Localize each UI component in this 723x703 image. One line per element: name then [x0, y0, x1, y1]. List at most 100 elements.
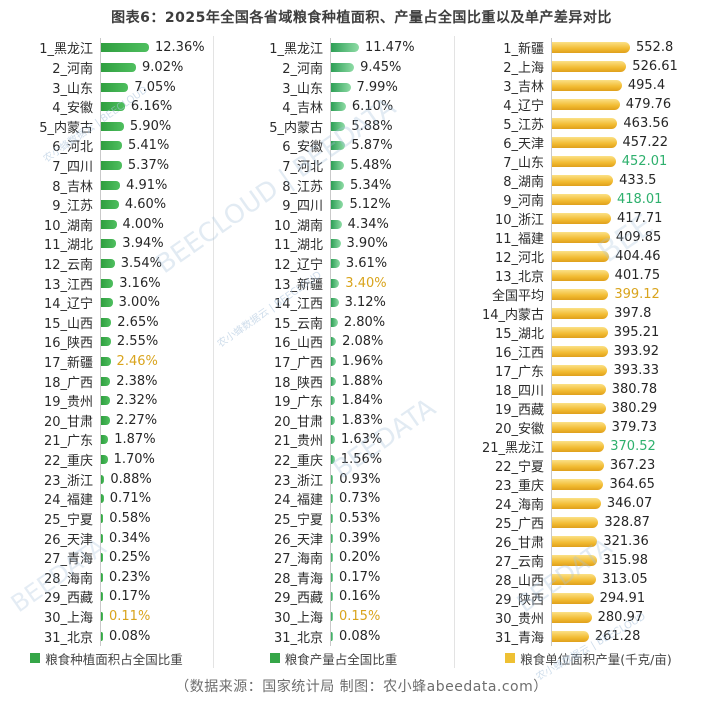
row-label: 17_新疆	[43, 356, 93, 372]
chart-row: 17_广东 393.33	[454, 361, 723, 380]
chart-row: 27_青海 0.25%	[0, 547, 213, 568]
row-label: 26_甘肃	[494, 536, 544, 551]
bar-cell: 0.08%	[330, 626, 454, 646]
bar	[552, 612, 592, 623]
row-label: 1_新疆	[503, 42, 544, 57]
row-value: 409.85	[615, 230, 662, 245]
chart-row: 2_上海 526.61	[454, 57, 723, 76]
row-label: 30_上海	[43, 610, 93, 626]
row-value: 452.01	[621, 154, 668, 169]
bar-cell: 5.48%	[330, 155, 454, 176]
chart-row: 3_吉林 495.4	[454, 76, 723, 95]
row-label: 8_江苏	[282, 179, 323, 195]
row-value: 328.87	[604, 515, 650, 530]
bar	[331, 82, 351, 92]
row-label: 22_重庆	[273, 454, 323, 470]
bar-cell: 367.23	[551, 456, 723, 475]
chart-row: 18_广西 2.38%	[0, 371, 213, 391]
row-value: 4.91%	[126, 177, 168, 193]
row-value: 397.8	[614, 306, 652, 321]
chart-row: 26_天津 0.34%	[0, 528, 213, 548]
chart-row: 17_新疆 2.46%	[0, 351, 213, 372]
legend-swatch-yellow-icon	[505, 653, 516, 663]
row-label: 9_江苏	[52, 199, 93, 215]
bar-cell: 5.37%	[100, 155, 213, 176]
chart-row: 17_广西 1.96%	[213, 351, 454, 372]
bar-cell: 5.12%	[330, 194, 454, 215]
row-value: 2.80%	[343, 314, 386, 330]
bar	[552, 156, 616, 167]
legend-label: 粮食产量占全国比重	[284, 651, 398, 667]
row-label: 17_广西	[273, 356, 323, 372]
bar	[552, 536, 598, 547]
row-label: 4_安徽	[52, 101, 93, 117]
bar-cell: 2.32%	[100, 390, 213, 411]
row-value: 495.4	[627, 78, 666, 93]
row-value: 3.40%	[345, 275, 387, 291]
row-value: 0.16%	[339, 589, 381, 605]
row-value: 5.87%	[351, 138, 393, 154]
row-value: 3.61%	[345, 256, 388, 271]
row-value: 379.73	[611, 420, 658, 435]
chart-row: 7_山东 452.01	[454, 152, 723, 171]
row-value: 393.33	[613, 363, 659, 378]
row-value: 321.36	[603, 534, 649, 549]
row-value: 3.00%	[118, 295, 160, 311]
bar-cell: 404.46	[551, 247, 723, 266]
chart-row: 13_北京 401.75	[454, 266, 723, 285]
row-value: 0.08%	[339, 628, 381, 644]
bar-cell: 0.25%	[100, 547, 213, 568]
row-label: 20_安徽	[494, 422, 544, 437]
bar-cell: 0.23%	[100, 567, 213, 588]
chart-row: 21_贵州 1.63%	[213, 430, 454, 450]
row-label: 29_西藏	[273, 591, 323, 607]
row-value: 5.12%	[349, 197, 391, 213]
chart-row: 10_浙江 417.71	[454, 209, 723, 228]
bar	[331, 611, 333, 621]
chart-row: 20_安徽 379.73	[454, 418, 723, 437]
bar	[331, 298, 339, 308]
row-value: 0.58%	[109, 510, 151, 526]
row-label: 7_四川	[52, 159, 93, 175]
chart-row: 25_宁夏 0.58%	[0, 508, 213, 529]
bar-cell: 393.92	[551, 342, 723, 361]
row-label: 24_福建	[43, 493, 93, 509]
chart-row: 24_福建 0.73%	[213, 489, 454, 509]
bar-cell: 3.12%	[330, 292, 454, 313]
bar-cell: 1.56%	[330, 449, 454, 470]
row-value: 380.29	[611, 401, 658, 416]
row-label: 1_黑龙江	[39, 42, 93, 58]
row-value: 1.96%	[341, 354, 384, 370]
row-label: 28_山西	[494, 574, 544, 589]
bar-cell: 346.07	[551, 494, 723, 513]
bar-cell: 6.10%	[330, 96, 454, 117]
bar-cell: 0.16%	[330, 587, 454, 607]
row-label: 8_吉林	[52, 179, 93, 195]
row-value: 346.07	[606, 496, 653, 511]
row-label: 18_广西	[43, 375, 93, 391]
panel-planting-area: 1_黑龙江 12.36% 2_河南 9.02% 3_山东 7.05% 4_安徽 6.16% 5_…	[0, 38, 213, 646]
bar-cell: 4.34%	[330, 214, 454, 235]
row-label: 6_河北	[52, 140, 93, 156]
chart-row: 26_甘肃 321.36	[454, 532, 723, 551]
row-label: 3_山东	[52, 81, 93, 97]
bar-cell: 364.65	[551, 475, 723, 494]
bar	[552, 479, 604, 490]
row-label: 11_湖北	[43, 238, 93, 254]
bar-cell: 1.63%	[330, 430, 454, 450]
row-value: 1.63%	[340, 432, 383, 448]
chart-row: 7_四川 5.37%	[0, 155, 213, 176]
row-label: 27_海南	[273, 552, 323, 568]
bar-cell: 1.96%	[330, 351, 454, 372]
row-label: 11_福建	[494, 232, 544, 247]
chart-row: 14_内蒙古 397.8	[454, 304, 723, 323]
bar	[331, 396, 336, 406]
row-value: 395.21	[613, 325, 660, 340]
row-value: 433.5	[619, 173, 657, 188]
bar-cell: 3.94%	[100, 234, 213, 254]
row-value: 1.56%	[340, 452, 383, 468]
row-label: 5_内蒙古	[39, 120, 93, 136]
row-value: 0.88%	[110, 471, 152, 487]
chart-row: 31_北京 0.08%	[213, 626, 454, 646]
row-value: 552.8	[636, 40, 674, 55]
